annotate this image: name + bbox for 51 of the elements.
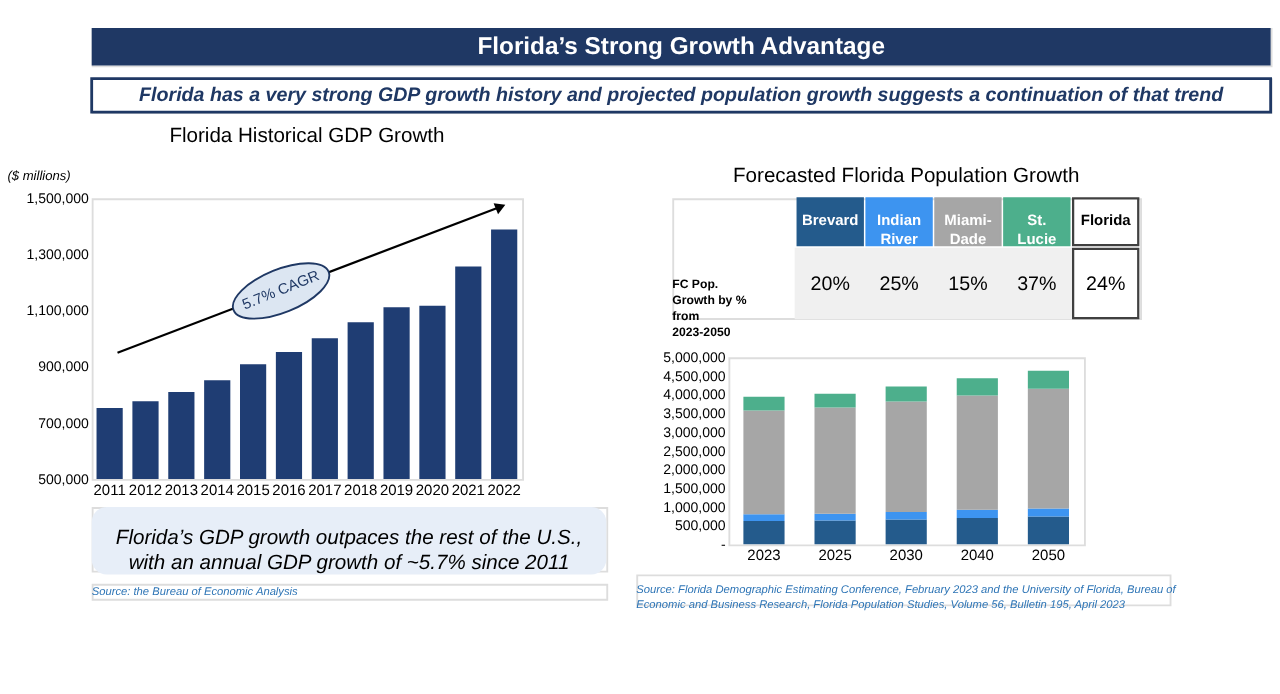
bar [956,509,998,518]
bar [885,386,927,402]
x-tick-label: 2018 [344,480,378,499]
x-tick-label: 2014 [200,480,234,499]
text: Florida Historical GDP Growth [169,126,445,149]
x-tick-label: 2017 [308,480,342,499]
bar [743,514,785,521]
x-tick-label: 2050 [1031,546,1066,565]
x-tick-label: 2012 [128,480,163,499]
bar [743,396,785,411]
bar [1027,370,1070,389]
x-tick-label: 2013 [164,480,198,499]
bar [885,519,927,545]
category-label: Miami-Dade [944,211,993,249]
bar [885,511,927,520]
category-label: Florida [1080,211,1133,230]
category-label: Indian River [877,211,922,249]
bar [743,410,785,515]
bar [814,393,856,408]
bar [956,378,998,396]
x-tick-label: 2015 [236,480,270,499]
x-tick-label: 2021 [451,480,485,499]
x-tick-label: 2030 [889,546,923,565]
text: 24% [1086,273,1126,296]
x-tick-label: 2020 [415,480,450,499]
x-tick-label: 2040 [960,546,994,565]
bar [814,407,856,514]
text: Forecasted Florida Population Growth [733,166,1080,189]
text: 20% [810,273,850,296]
text: Florida has a very strong GDP growth history and projected population growth suggests a continuation of that trend [139,84,1226,107]
x-tick-label: 2019 [379,480,414,499]
text: Florida’s Strong Growth Advantage [477,32,886,61]
x-tick-label: 2011 [93,480,126,499]
bar [743,520,785,545]
category-label: Brevard [801,211,860,230]
text: 15% [948,273,988,296]
bar [1027,516,1070,545]
category-label: St. Lucie [1017,211,1057,249]
x-tick-label: 2025 [818,546,852,565]
bar [814,520,856,545]
text: 37% [1017,273,1057,296]
bar [1027,388,1070,509]
bar [885,401,927,512]
bar [814,513,856,521]
bar [956,395,998,510]
bar [956,517,998,545]
text: 25% [879,273,919,296]
x-tick-label: 2022 [487,480,521,499]
x-tick-label: 2016 [272,480,306,499]
text: Florida’s GDP growth outpaces the rest of the U.S., with an annual GDP growth of ~5.7% since 2011 [115,528,583,575]
x-tick-label: 2023 [747,546,781,565]
